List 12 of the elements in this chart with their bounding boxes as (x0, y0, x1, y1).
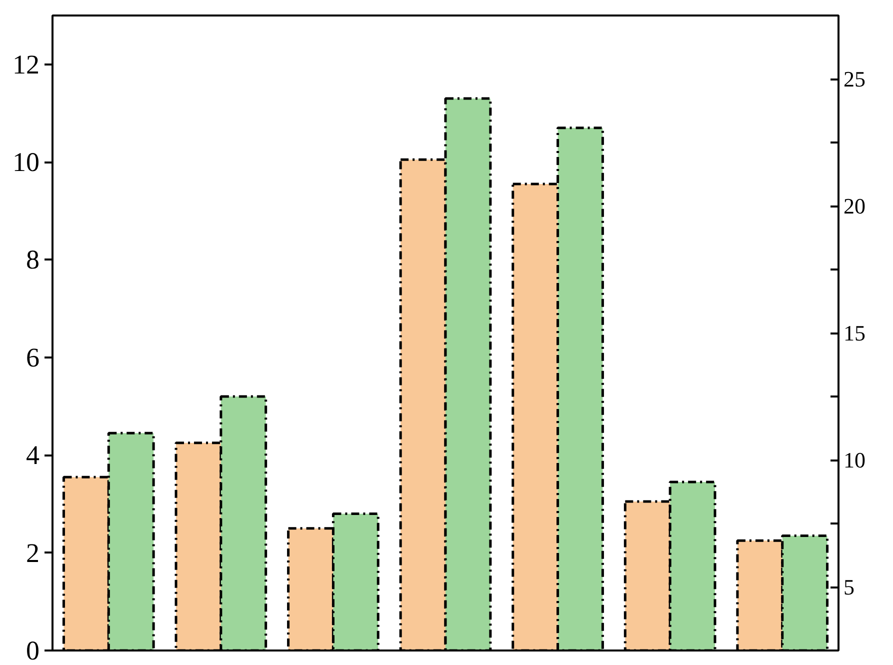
y-tick-label: 8 (26, 244, 40, 275)
y-tick-label: 6 (26, 342, 40, 372)
y-tick-label: 0 (26, 636, 40, 665)
y-tick-label: 2 (26, 538, 40, 568)
y2-tick-label: 20 (844, 194, 866, 218)
y-tick-label: 4 (26, 440, 40, 470)
y2-tick-label: 25 (844, 66, 866, 92)
y-tick-label: 10 (12, 147, 40, 178)
y2-tick-label: 5 (844, 574, 854, 600)
y2-tick-label: 10 (844, 448, 866, 472)
y2-tick-label: 15 (844, 320, 866, 346)
y-tick-label: 12 (12, 49, 40, 80)
